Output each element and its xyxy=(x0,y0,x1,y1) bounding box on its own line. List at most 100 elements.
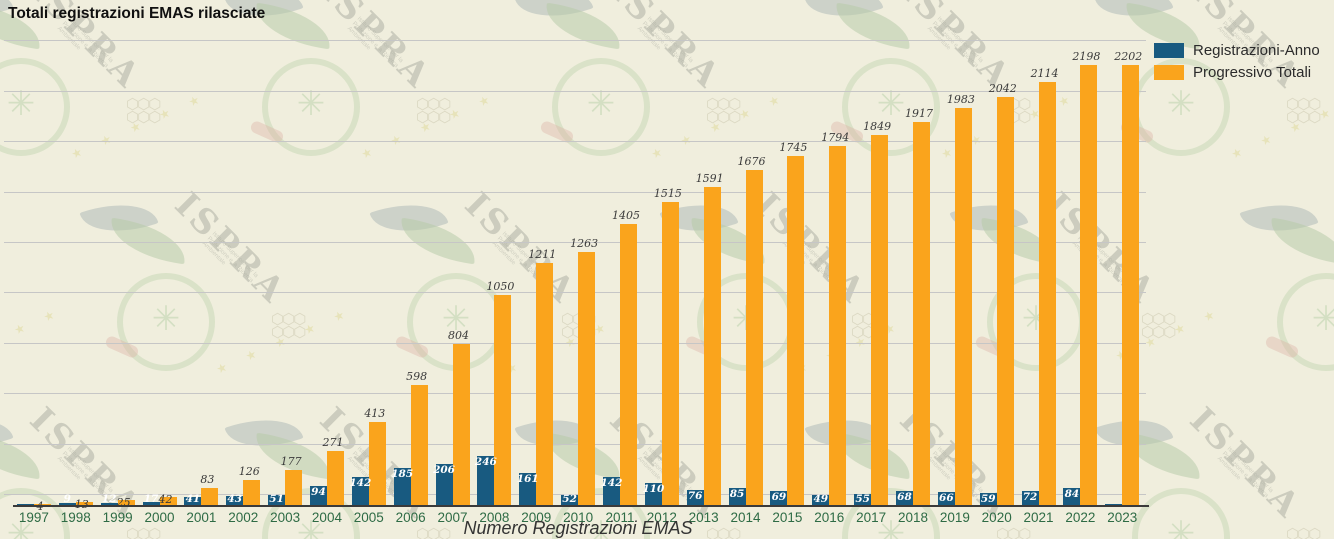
bar-progressivo-totali-2009[interactable] xyxy=(536,262,554,505)
bar-group-2003: 177 51 2003 xyxy=(264,0,306,525)
bar-registrazioni-anno-2006[interactable] xyxy=(393,468,411,505)
bar-registrazioni-anno-1998[interactable] xyxy=(58,503,76,505)
bar-registrazioni-anno-2013[interactable] xyxy=(686,489,704,505)
bar-progressivo-totali-2015[interactable] xyxy=(787,156,805,505)
bar-progressivo-totali-2008[interactable] xyxy=(494,295,512,505)
legend: Registrazioni-Anno Progressivo Totali xyxy=(1154,42,1320,81)
bar-group-2009: 1211 161 2009 xyxy=(515,0,557,525)
x-tick-2020: 2020 xyxy=(981,510,1012,525)
bar-progressivo-totali-2012[interactable] xyxy=(661,202,679,505)
bar-progressivo-totali-2014[interactable] xyxy=(745,169,763,505)
value-label-anno-1999: 12 xyxy=(101,493,117,505)
bar-group-2019: 1983 66 2019 xyxy=(934,0,976,525)
bar-registrazioni-anno-2000[interactable] xyxy=(142,501,160,505)
bar-progressivo-totali-2004[interactable] xyxy=(326,450,344,505)
bar-progressivo-totali-2003[interactable] xyxy=(285,469,303,505)
bar-registrazioni-anno-2008[interactable] xyxy=(477,455,495,505)
bar-progressivo-totali-2001[interactable] xyxy=(201,488,219,505)
value-label-totale-2009: 1211 xyxy=(528,247,557,261)
bar-progressivo-totali-2016[interactable] xyxy=(829,146,847,505)
bar-registrazioni-anno-2014[interactable] xyxy=(728,488,746,505)
value-label-totale-2000: 42 xyxy=(158,492,173,506)
value-label-totale-2018: 1917 xyxy=(904,106,933,120)
legend-item-progressivo-totali[interactable]: Progressivo Totali xyxy=(1154,64,1320,81)
bar-registrazioni-anno-2009[interactable] xyxy=(519,472,537,505)
bar-progressivo-totali-2010[interactable] xyxy=(578,252,596,505)
bar-registrazioni-anno-2017[interactable] xyxy=(854,494,872,505)
gridline xyxy=(4,393,1146,395)
bar-registrazioni-anno-2007[interactable] xyxy=(435,463,453,505)
x-tick-2010: 2010 xyxy=(563,510,594,525)
bar-progressivo-totali-2013[interactable] xyxy=(703,186,721,505)
honeycomb-icon: ⬡⬡⬡⬡⬡⬡ xyxy=(1286,96,1321,126)
bar-registrazioni-anno-2016[interactable] xyxy=(812,495,830,505)
bar-registrazioni-anno-2021[interactable] xyxy=(1021,490,1039,505)
bar-progressivo-totali-2023[interactable] xyxy=(1122,64,1140,505)
value-label-anno-2007: 206 xyxy=(433,463,455,476)
bar-registrazioni-anno-2023[interactable] xyxy=(1105,504,1123,505)
value-label-totale-2023: 2202 xyxy=(1114,49,1143,63)
x-tick-2021: 2021 xyxy=(1023,510,1054,525)
bar-progressivo-totali-2006[interactable] xyxy=(410,385,428,505)
bar-registrazioni-anno-2012[interactable] xyxy=(644,483,662,505)
value-label-anno-2003: 51 xyxy=(269,493,284,505)
bar-registrazioni-anno-2004[interactable] xyxy=(309,486,327,505)
legend-label-registrazioni-anno: Registrazioni-Anno xyxy=(1193,42,1320,59)
bar-registrazioni-anno-2022[interactable] xyxy=(1063,488,1081,505)
legend-label-progressivo-totali: Progressivo Totali xyxy=(1193,64,1312,81)
bar-registrazioni-anno-2019[interactable] xyxy=(937,491,955,505)
bar-registrazioni-anno-1999[interactable] xyxy=(100,502,118,505)
coral-icon xyxy=(1264,334,1300,360)
bar-progressivo-totali-1998[interactable] xyxy=(75,502,93,505)
value-label-totale-2006: 598 xyxy=(406,370,428,384)
bar-group-2012: 1515 110 2012 xyxy=(641,0,683,525)
bar-registrazioni-anno-2011[interactable] xyxy=(602,476,620,505)
bar-progressivo-totali-2020[interactable] xyxy=(996,96,1014,505)
bar-progressivo-totali-2021[interactable] xyxy=(1038,82,1056,505)
bar-registrazioni-anno-2010[interactable] xyxy=(561,494,579,505)
bar-group-2011: 1405 142 2011 xyxy=(599,0,641,525)
x-tick-2005: 2005 xyxy=(353,510,384,525)
bar-registrazioni-anno-2001[interactable] xyxy=(184,496,202,505)
bar-progressivo-totali-2002[interactable] xyxy=(243,479,261,505)
value-label-anno-2018: 68 xyxy=(897,491,912,504)
bar-progressivo-totali-2017[interactable] xyxy=(871,135,889,505)
legend-swatch-blue-icon xyxy=(1154,43,1184,58)
value-label-totale-2011: 1405 xyxy=(611,209,640,222)
value-label-totale-2002: 126 xyxy=(238,464,260,478)
bar-progressivo-totali-1997[interactable] xyxy=(33,504,51,505)
bar-progressivo-totali-2011[interactable] xyxy=(619,224,637,505)
x-tick-2002: 2002 xyxy=(228,510,259,525)
value-label-anno-2008: 246 xyxy=(474,455,497,468)
bar-registrazioni-anno-2015[interactable] xyxy=(770,491,788,505)
bar-registrazioni-anno-1997[interactable] xyxy=(16,504,34,505)
ispra-watermark-text: ISPRA xyxy=(1326,185,1334,313)
bar-progressivo-totali-2022[interactable] xyxy=(1080,65,1098,505)
bar-progressivo-totali-2019[interactable] xyxy=(954,108,972,505)
bar-registrazioni-anno-2003[interactable] xyxy=(268,494,286,505)
bar-registrazioni-anno-2002[interactable] xyxy=(226,496,244,505)
value-label-totale-2004: 271 xyxy=(322,435,344,449)
x-tick-2014: 2014 xyxy=(730,510,761,525)
gridline xyxy=(4,90,1146,92)
bar-progressivo-totali-2000[interactable] xyxy=(159,496,177,505)
x-tick-2003: 2003 xyxy=(270,510,301,525)
bar-group-2016: 1794 49 2016 xyxy=(808,0,850,525)
ispra-leaf-icon xyxy=(1239,190,1319,246)
bar-progressivo-totali-1999[interactable] xyxy=(117,500,135,505)
bar-progressivo-totali-2018[interactable] xyxy=(912,121,930,505)
ispra-watermark-subtext: Istituto Superiore per la Protezione e l… xyxy=(1215,446,1274,500)
bar-registrazioni-anno-2020[interactable] xyxy=(979,493,997,505)
bar-progressivo-totali-2005[interactable] xyxy=(368,422,386,505)
bar-registrazioni-anno-2005[interactable] xyxy=(351,476,369,505)
x-tick-1999: 1999 xyxy=(102,510,133,525)
x-tick-1997: 1997 xyxy=(18,510,49,525)
legend-item-registrazioni-anno[interactable]: Registrazioni-Anno xyxy=(1154,42,1320,59)
laurel-wreath-icon: ✳ xyxy=(1277,273,1334,371)
value-label-totale-2020: 2042 xyxy=(988,81,1017,95)
value-label-totale-2017: 1849 xyxy=(863,120,892,134)
bar-progressivo-totali-2007[interactable] xyxy=(452,344,470,505)
bar-registrazioni-anno-2018[interactable] xyxy=(895,491,913,505)
